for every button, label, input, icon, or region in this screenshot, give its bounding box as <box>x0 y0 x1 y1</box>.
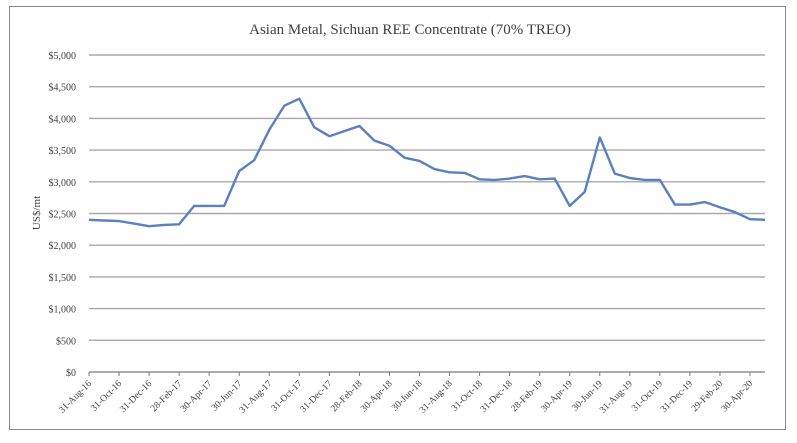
x-tick-label: 29-Feb-20 <box>690 379 725 414</box>
x-tick-label: 31-Dec-18 <box>479 379 515 415</box>
y-tick-label: $2,500 <box>49 210 77 221</box>
chart-frame <box>9 6 786 430</box>
y-tick-label: $3,500 <box>49 146 77 157</box>
x-tick-label: 30-Apr-18 <box>359 379 394 414</box>
y-tick-label: $0 <box>66 368 76 379</box>
y-tick-label: $3,000 <box>49 178 77 189</box>
y-tick-label: $4,500 <box>49 83 77 94</box>
series-line <box>88 97 766 228</box>
y-tick-label: $4,000 <box>49 114 77 125</box>
x-tick-label: 30-Apr-17 <box>179 379 214 414</box>
x-tick-label: 28-Feb-17 <box>149 379 184 414</box>
chart-title: Asian Metal, Sichuan REE Concentrate (70… <box>249 22 571 38</box>
x-tick-label: 28-Feb-19 <box>510 379 545 414</box>
y-axis-label: US$/mt <box>31 196 43 230</box>
x-tick-label: 30-Apr-19 <box>540 379 575 414</box>
y-tick-label: $1,500 <box>49 273 77 284</box>
x-tick-label: 31-Aug-18 <box>418 379 455 416</box>
y-tick-label: $500 <box>56 336 76 347</box>
x-tick-label: 31-Dec-16 <box>118 379 154 415</box>
y-tick-label: $2,000 <box>49 241 77 252</box>
y-tick-label: $1,000 <box>49 305 77 316</box>
x-tick-label: 28-Feb-18 <box>329 379 364 414</box>
x-tick-label: 31-Aug-19 <box>598 379 635 416</box>
x-tick-label: 31-Dec-19 <box>659 379 695 415</box>
x-tick-label: 30-Apr-20 <box>720 379 755 414</box>
x-tick-label: 31-Aug-16 <box>58 379 95 416</box>
x-tick-label: 31-Aug-17 <box>238 379 275 416</box>
y-tick-label: $5,000 <box>49 51 77 62</box>
x-tick-label: 31-Dec-17 <box>299 379 335 415</box>
